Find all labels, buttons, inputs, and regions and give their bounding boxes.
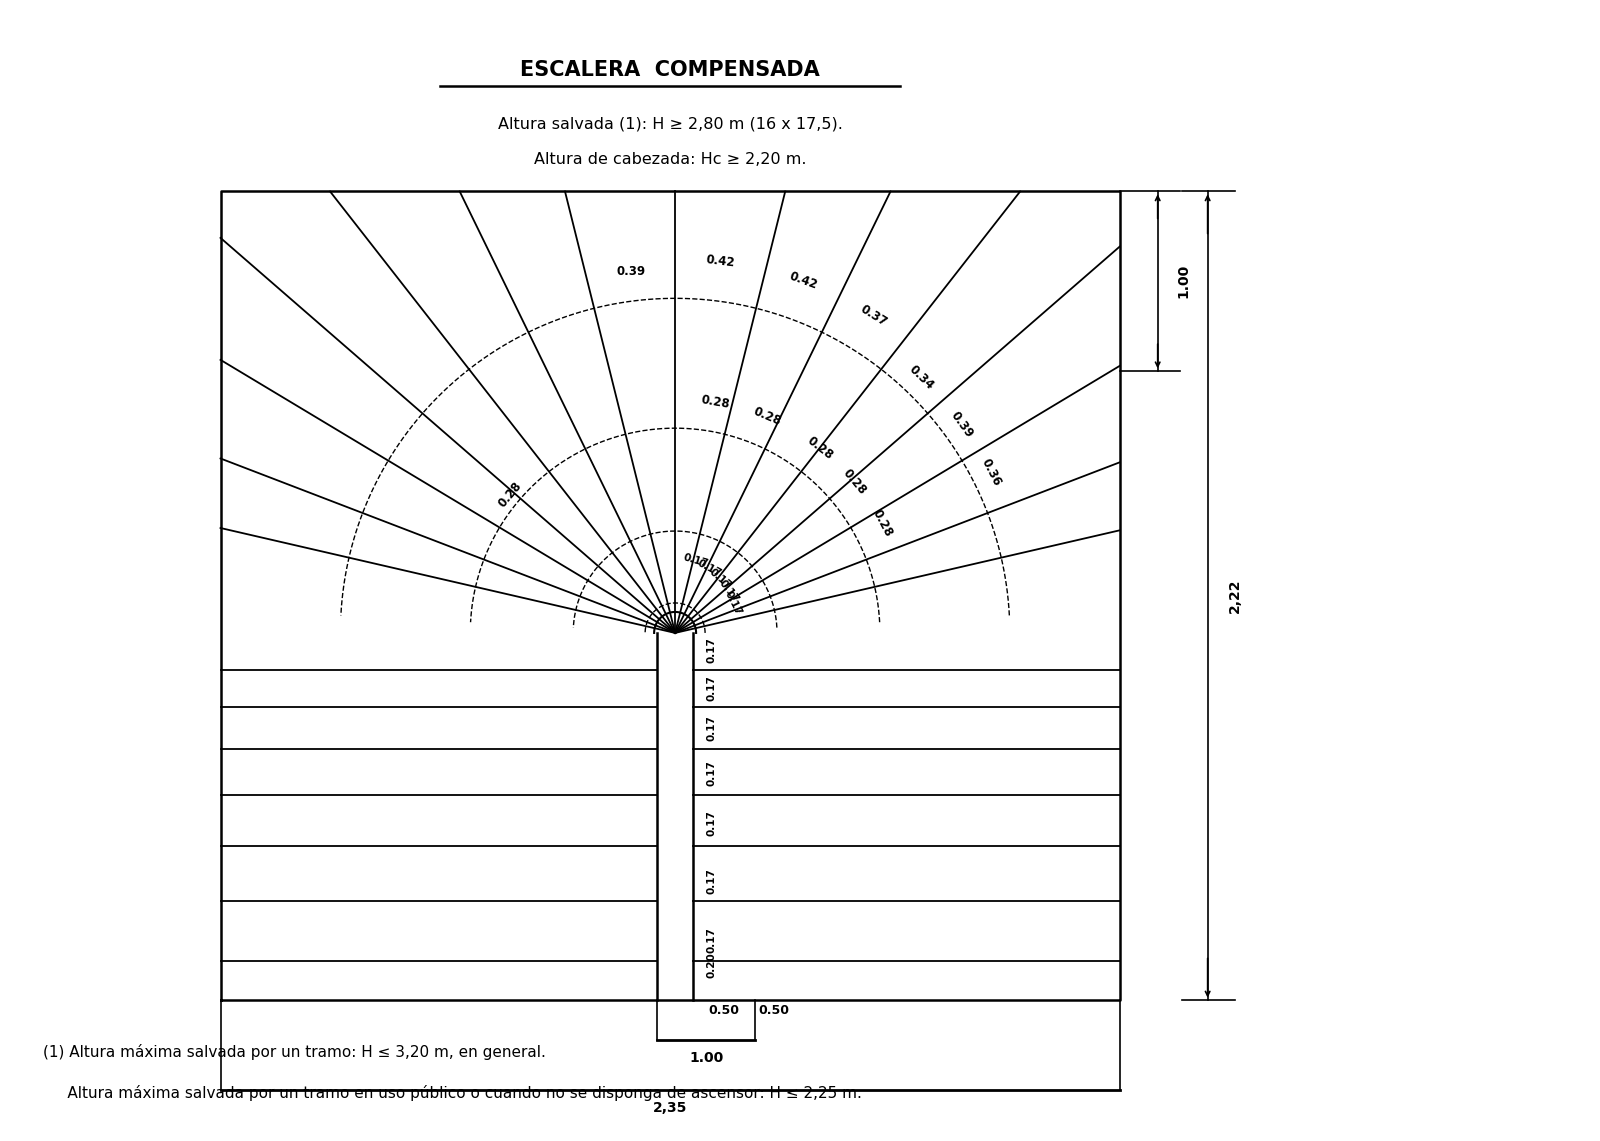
Text: ESCALERA  COMPENSADA: ESCALERA COMPENSADA — [520, 59, 819, 80]
Text: 2,35: 2,35 — [653, 1101, 688, 1116]
Text: 0.28: 0.28 — [750, 405, 782, 429]
Text: 1.00: 1.00 — [690, 1051, 723, 1066]
Text: 0.17: 0.17 — [706, 715, 717, 741]
Text: 0.34: 0.34 — [907, 363, 936, 393]
Text: 0.36: 0.36 — [979, 456, 1003, 488]
Text: 0.42: 0.42 — [787, 270, 819, 292]
Text: 0.39: 0.39 — [616, 265, 645, 277]
Text: 0.42: 0.42 — [706, 253, 736, 269]
Text: 0.20: 0.20 — [706, 953, 717, 978]
Text: 0.50: 0.50 — [758, 1004, 789, 1017]
Text: 0.17: 0.17 — [696, 558, 723, 578]
Text: 0.17: 0.17 — [706, 928, 717, 954]
Text: 0.17: 0.17 — [706, 760, 717, 786]
Text: 0.50: 0.50 — [709, 1004, 739, 1017]
Text: Altura salvada (1): H ≥ 2,80 m (16 x 17,5).: Altura salvada (1): H ≥ 2,80 m (16 x 17,… — [498, 116, 843, 131]
Text: 2,22: 2,22 — [1227, 578, 1242, 613]
Text: 0.17: 0.17 — [706, 867, 717, 893]
Text: (1) Altura máxima salvada por un tramo: H ≤ 3,20 m, en general.: (1) Altura máxima salvada por un tramo: … — [43, 1044, 546, 1060]
Text: 0.37: 0.37 — [858, 302, 890, 329]
Text: 0.17: 0.17 — [682, 552, 709, 569]
Text: 0.17: 0.17 — [723, 590, 744, 617]
Text: 0.28: 0.28 — [870, 507, 894, 539]
Text: 0.17: 0.17 — [706, 810, 717, 835]
Text: 0.28: 0.28 — [840, 467, 869, 497]
Text: Altura máxima salvada por un tramo en uso público o cuando no se disponga de asc: Altura máxima salvada por un tramo en us… — [43, 1085, 861, 1101]
Text: 0.28: 0.28 — [496, 479, 525, 510]
Text: 1.00: 1.00 — [1176, 265, 1190, 299]
Text: 0.17: 0.17 — [707, 567, 733, 591]
Text: 0.17: 0.17 — [706, 637, 717, 663]
Text: Altura de cabezada: Hc ≥ 2,20 m.: Altura de cabezada: Hc ≥ 2,20 m. — [534, 152, 806, 167]
Text: 0.28: 0.28 — [701, 393, 731, 411]
Text: 0.17: 0.17 — [706, 675, 717, 701]
Text: 0.17: 0.17 — [717, 577, 741, 605]
Text: 0.28: 0.28 — [805, 434, 835, 462]
Text: 0.39: 0.39 — [949, 408, 976, 440]
